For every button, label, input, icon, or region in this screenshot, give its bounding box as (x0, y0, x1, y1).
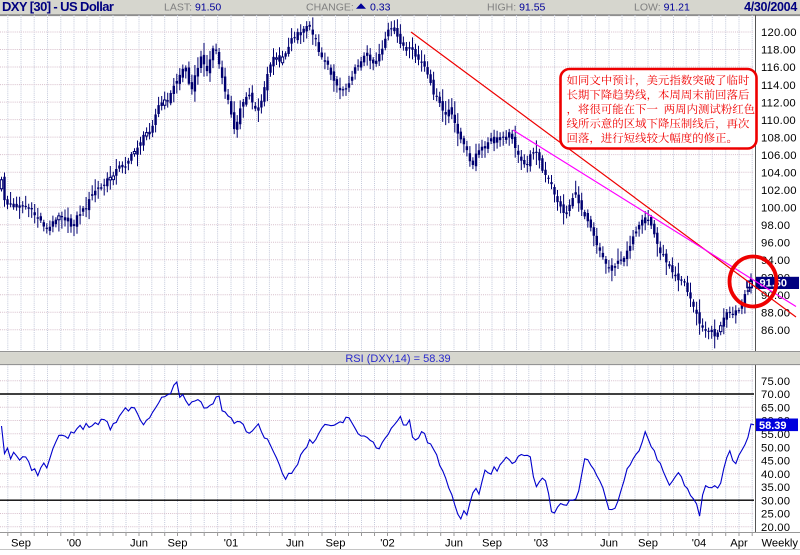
svg-text:25.00: 25.00 (761, 509, 790, 521)
svg-text:100.00: 100.00 (761, 202, 797, 214)
svg-text:Apr: Apr (730, 537, 748, 549)
svg-text:LOW: 91.21: LOW: 91.21 (634, 1, 690, 13)
svg-text:Sep: Sep (482, 537, 502, 549)
svg-text:98.00: 98.00 (761, 220, 790, 232)
svg-text:112.00: 112.00 (761, 97, 796, 109)
svg-text:40.00: 40.00 (761, 469, 790, 481)
svg-text:Jun: Jun (286, 537, 304, 549)
svg-text:102.00: 102.00 (761, 185, 797, 197)
svg-text:Sep: Sep (638, 537, 658, 549)
svg-text:86.00: 86.00 (761, 325, 790, 337)
svg-text:'02: '02 (380, 537, 395, 549)
svg-text:30.00: 30.00 (761, 495, 790, 507)
svg-text:88.00: 88.00 (761, 308, 790, 320)
svg-text:Weekly: Weekly (762, 537, 799, 549)
svg-text:106.00: 106.00 (761, 150, 797, 162)
svg-text:CHANGE:: CHANGE: (306, 1, 354, 13)
svg-text:75.00: 75.00 (761, 376, 790, 388)
svg-text:96.00: 96.00 (761, 237, 790, 249)
svg-text:LAST: 91.50: LAST: 91.50 (164, 1, 221, 13)
svg-text:Sep: Sep (326, 537, 346, 549)
svg-text:116.00: 116.00 (761, 62, 796, 74)
svg-text:50.00: 50.00 (761, 442, 790, 454)
svg-text:110.00: 110.00 (761, 115, 796, 127)
svg-text:'04: '04 (692, 537, 707, 549)
svg-text:55.00: 55.00 (761, 429, 790, 441)
svg-text:35.00: 35.00 (761, 482, 790, 494)
svg-text:91.50: 91.50 (760, 278, 788, 290)
svg-text:20.00: 20.00 (761, 522, 790, 534)
svg-text:Sep: Sep (11, 537, 31, 549)
svg-text:104.00: 104.00 (761, 167, 797, 179)
svg-text:Jun: Jun (445, 537, 463, 549)
svg-text:Jun: Jun (600, 537, 618, 549)
svg-text:DXY [30] - US Dollar: DXY [30] - US Dollar (2, 0, 114, 14)
svg-text:'00: '00 (67, 537, 82, 549)
svg-text:Sep: Sep (168, 537, 188, 549)
svg-text:70.00: 70.00 (761, 389, 790, 401)
svg-text:65.00: 65.00 (761, 403, 790, 415)
svg-text:118.00: 118.00 (761, 45, 796, 57)
svg-text:58.39: 58.39 (759, 420, 787, 432)
svg-text:RSI (DXY,14) = 58.39: RSI (DXY,14) = 58.39 (345, 353, 450, 365)
svg-text:4/30/2004: 4/30/2004 (744, 0, 797, 14)
svg-text:Jun: Jun (130, 537, 148, 549)
svg-text:45.00: 45.00 (761, 456, 790, 468)
svg-text:114.00: 114.00 (761, 80, 796, 92)
svg-text:'03: '03 (534, 537, 549, 549)
svg-text:HIGH: 91.55: HIGH: 91.55 (487, 1, 546, 13)
svg-text:120.00: 120.00 (761, 27, 797, 39)
svg-text:108.00: 108.00 (761, 132, 797, 144)
svg-text:0.33: 0.33 (370, 1, 391, 13)
svg-text:'01: '01 (224, 537, 239, 549)
